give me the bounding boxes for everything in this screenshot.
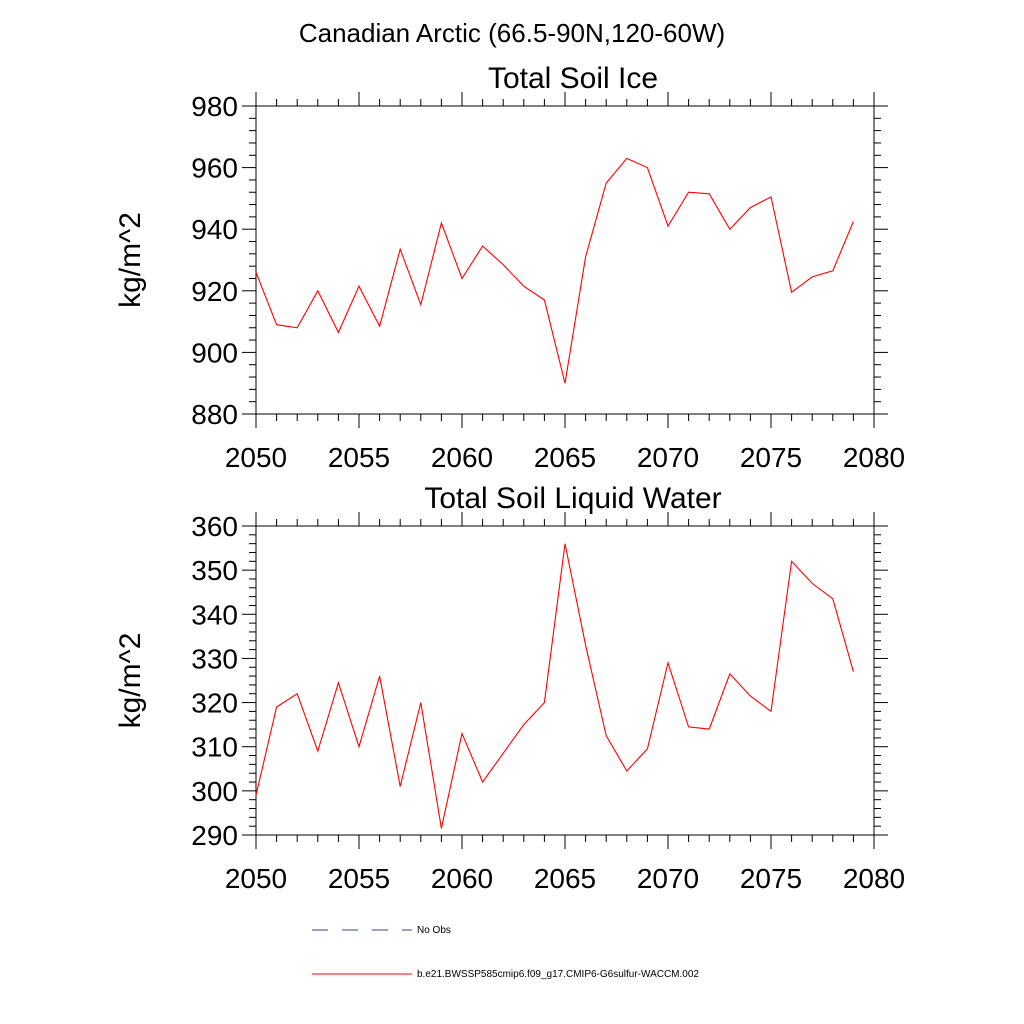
figure-title: Canadian Arctic (66.5-90N,120-60W) (299, 18, 725, 48)
series-line (255, 543, 854, 829)
y-tick-label: 310 (191, 732, 238, 763)
y-tick-label: 320 (191, 688, 238, 719)
x-tick-label: 2055 (328, 863, 390, 894)
x-tick-label: 2065 (534, 863, 596, 894)
x-tick-label: 2060 (431, 863, 493, 894)
y-tick-label: 880 (191, 399, 238, 430)
x-tick-label: 2070 (637, 863, 699, 894)
legend-model-label: b.e21.BWSSP585cmip6.f09_g17.CMIP6-G6sulf… (417, 969, 699, 980)
x-tick-label: 2055 (328, 442, 390, 473)
y-tick-label: 340 (191, 599, 238, 630)
y-tick-label: 980 (191, 91, 238, 122)
y-axis-title: kg/m^2 (114, 633, 147, 729)
y-tick-label: 330 (191, 643, 238, 674)
x-tick-label: 2050 (225, 442, 287, 473)
x-tick-label: 2080 (843, 863, 905, 894)
x-tick-label: 2080 (843, 442, 905, 473)
legend-no-obs-label: No Obs (417, 925, 451, 936)
x-tick-label: 2070 (637, 442, 699, 473)
series-line (255, 157, 854, 384)
x-tick-label: 2065 (534, 442, 596, 473)
panel-title: Total Soil Ice (488, 62, 658, 95)
y-tick-label: 900 (191, 337, 238, 368)
x-tick-label: 2060 (431, 442, 493, 473)
panel-1: Total Soil Ice 2050 2055 2060 2065 2070 2075 20… (114, 62, 905, 473)
plot-frame (255, 525, 875, 836)
x-tick-label: 2075 (740, 442, 802, 473)
y-axis-title: kg/m^2 (114, 212, 147, 308)
y-tick-label: 300 (191, 776, 238, 807)
x-tick-label: 2050 (225, 863, 287, 894)
plot-frame (255, 105, 875, 415)
y-tick-label: 360 (191, 511, 238, 542)
y-tick-label: 940 (191, 214, 238, 245)
legend: No Obs b.e21.BWSSP585cmip6.f09_g17.CMIP6… (312, 925, 699, 980)
x-tick-label: 2075 (740, 863, 802, 894)
y-tick-label: 920 (191, 276, 238, 307)
y-tick-label: 960 (191, 153, 238, 184)
y-tick-label: 290 (191, 820, 238, 851)
panel-2: Total Soil Liquid Water 2050 2055 2060 2065 2… (114, 482, 905, 894)
chart-panels: Total Soil Ice 2050 2055 2060 2065 2070 2075 20… (114, 62, 905, 894)
panel-title: Total Soil Liquid Water (424, 482, 721, 515)
y-tick-label: 350 (191, 555, 238, 586)
